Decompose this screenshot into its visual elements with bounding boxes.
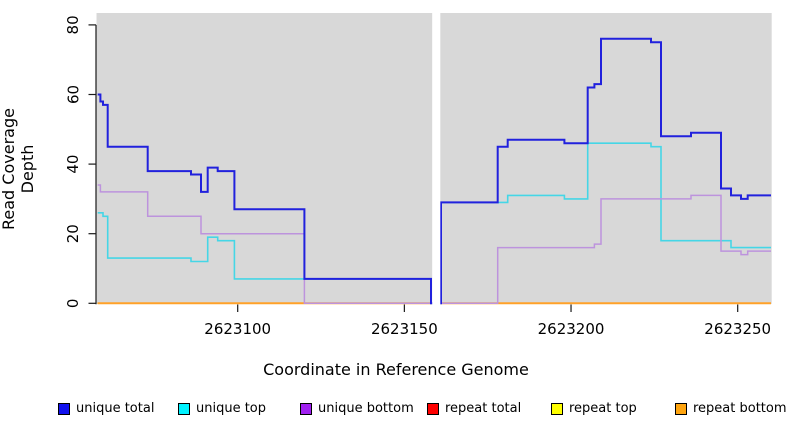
y-axis-title: Read Coverage Depth [0,108,37,230]
legend-label: repeat total [445,401,522,416]
legend-item-unique-total: unique total [58,399,154,419]
legend-label: repeat top [569,401,637,416]
y-tick-label: 0 [64,299,82,309]
legend-swatch-unique-bottom [300,403,312,415]
x-tick-label: 2623100 [204,320,271,338]
legend-swatch-repeat-top [551,403,563,415]
legend-label: repeat bottom [693,401,787,416]
y-tick-label: 80 [64,15,82,34]
legend-item-unique-bottom: unique bottom [300,399,414,419]
series-line-unique-bottom [97,184,771,305]
legend-item-repeat-top: repeat top [551,399,637,419]
legend-label: unique top [196,401,267,416]
legend-item-repeat-total: repeat total [427,399,521,419]
y-tick-label: 60 [64,85,82,104]
x-tick-label: 2623200 [538,320,605,338]
series-line-unique-total [97,37,771,305]
coverage-plot: 0 20 40 60 80 2623100 2623150 2623200 2623250 [64,12,772,338]
y-tick-label: 20 [64,224,82,243]
legend-swatch-unique-total [58,403,70,415]
legend-item-unique-top: unique top [178,399,266,419]
legend-label: unique total [76,401,155,416]
legend: unique total unique top unique bottom repea… [0,399,792,421]
legend-swatch-repeat-total [427,403,439,415]
x-axis-title: Coordinate in Reference Genome [263,360,529,379]
y-tick-label: 40 [64,155,82,174]
legend-label: unique bottom [318,401,414,416]
x-tick-label: 2623250 [704,320,771,338]
x-tick-label: 2623150 [371,320,438,338]
legend-item-repeat-bottom: repeat bottom [675,399,787,419]
coverage-gap-mask [432,12,441,306]
legend-swatch-unique-top [178,403,190,415]
legend-swatch-repeat-bottom [675,403,687,415]
